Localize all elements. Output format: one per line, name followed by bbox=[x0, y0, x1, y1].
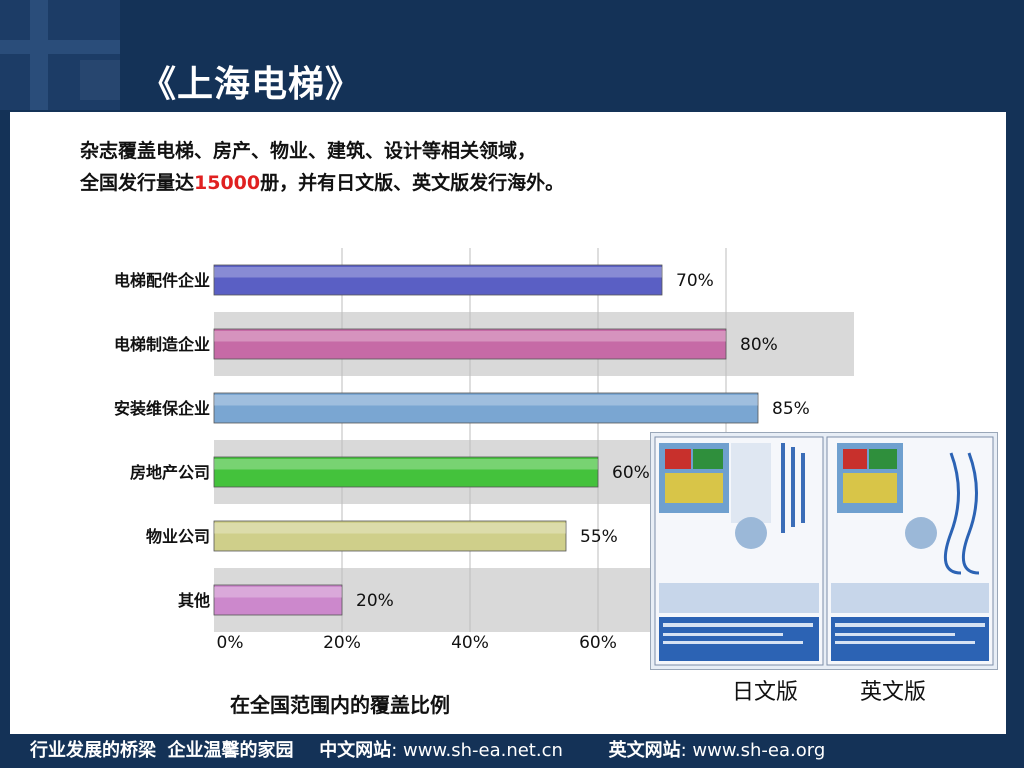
english-edition-label: 英文版 bbox=[860, 680, 927, 705]
value-label: 20% bbox=[356, 591, 394, 611]
en-site-label: 英文网站 bbox=[608, 740, 681, 761]
page-title: 《上海电梯》 bbox=[140, 64, 363, 105]
intro-line-2: 全国发行量达15000册，并有日文版、英文版发行海外。 bbox=[80, 167, 564, 199]
category-label: 房地产公司 bbox=[130, 463, 210, 482]
x-tick-label: 20% bbox=[323, 633, 361, 653]
footer-slogan-2: 企业温馨的家园 bbox=[167, 740, 294, 761]
en-site-url[interactable]: : www.sh-ea.org bbox=[680, 740, 826, 761]
intro-line-2-post: 册，并有日文版、英文版发行海外。 bbox=[260, 172, 565, 194]
chart-caption: 在全国范围内的覆盖比例 bbox=[230, 693, 450, 717]
category-label: 电梯制造企业 bbox=[114, 335, 210, 354]
cn-site-label: 中文网站 bbox=[319, 740, 392, 761]
bar-highlight bbox=[214, 523, 566, 534]
bar bbox=[213, 392, 759, 424]
en-cover bbox=[826, 436, 994, 666]
magazine-covers-image bbox=[650, 432, 998, 670]
bar bbox=[213, 264, 663, 296]
bar-highlight bbox=[214, 331, 726, 342]
category-label: 其他 bbox=[178, 591, 210, 610]
value-label: 70% bbox=[676, 271, 714, 291]
bar bbox=[213, 520, 567, 552]
magazine-covers-picture bbox=[651, 433, 997, 669]
category-label: 电梯配件企业 bbox=[114, 271, 210, 290]
intro-text: 杂志覆盖电梯、房产、物业、建筑、设计等相关领域， 全国发行量达15000册，并有… bbox=[80, 135, 564, 199]
footer-slogan-1: 行业发展的桥梁 bbox=[30, 740, 156, 761]
value-label: 80% bbox=[740, 335, 778, 355]
bar bbox=[213, 328, 727, 360]
x-tick-label: 60% bbox=[579, 633, 617, 653]
x-tick-label: 0% bbox=[217, 633, 244, 653]
bar-highlight bbox=[214, 587, 342, 598]
category-label: 物业公司 bbox=[146, 527, 210, 546]
circulation-number: 15000 bbox=[194, 172, 261, 194]
value-label: 85% bbox=[772, 399, 810, 419]
bar-highlight bbox=[214, 395, 758, 406]
intro-line-1: 杂志覆盖电梯、房产、物业、建筑、设计等相关领域， bbox=[80, 140, 537, 162]
jp-cover bbox=[654, 436, 824, 666]
footer-bar: 行业发展的桥梁 企业温馨的家园 中文网站: www.sh-ea.net.cn 英… bbox=[0, 734, 1024, 768]
bar-highlight bbox=[214, 459, 598, 470]
japanese-edition-label: 日文版 bbox=[732, 680, 799, 705]
category-label: 安装维保企业 bbox=[114, 399, 210, 418]
x-tick-label: 40% bbox=[451, 633, 489, 653]
bar bbox=[213, 584, 343, 616]
bar bbox=[213, 456, 599, 488]
value-label: 60% bbox=[612, 463, 650, 483]
bar-highlight bbox=[214, 267, 662, 278]
value-label: 55% bbox=[580, 527, 618, 547]
intro-line-2-pre: 全国发行量达 bbox=[80, 172, 195, 194]
cn-site-url[interactable]: : www.sh-ea.net.cn bbox=[391, 740, 563, 761]
